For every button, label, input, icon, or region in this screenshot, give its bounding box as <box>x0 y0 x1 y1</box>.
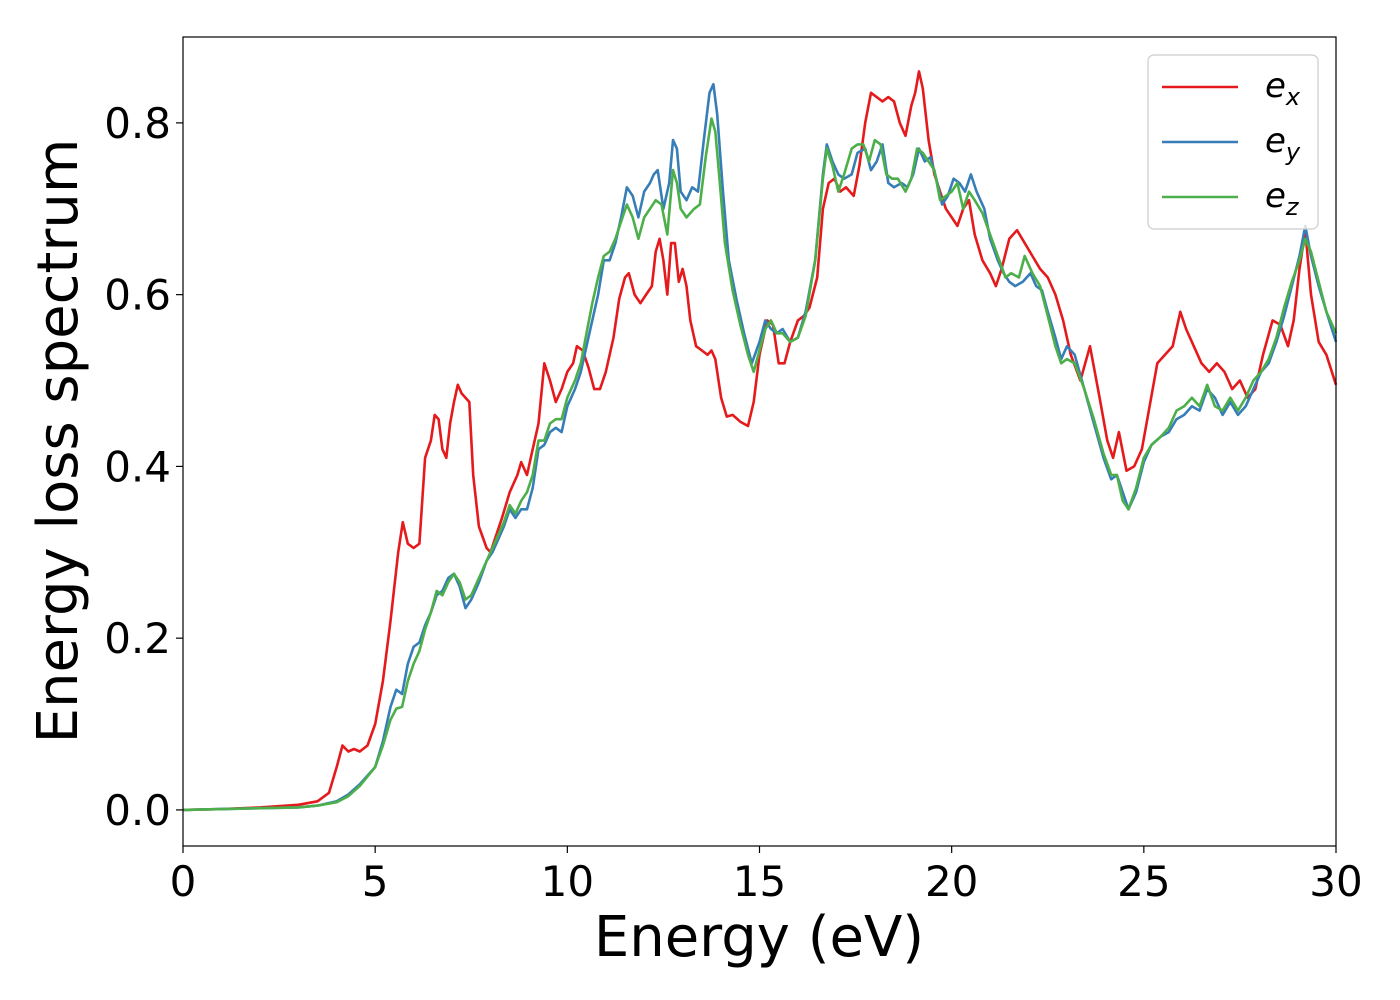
y-tick-label: 0.4 <box>104 442 171 491</box>
legend-label-x: ex <box>1265 66 1301 111</box>
legend-label-subscript: z <box>1285 193 1300 221</box>
x-tick-label: 15 <box>733 857 786 906</box>
legend-label-y: ey <box>1265 121 1301 166</box>
x-tick-label: 0 <box>170 857 197 906</box>
legend-label-base: e <box>1265 121 1286 161</box>
legend-label-subscript: x <box>1285 83 1301 111</box>
x-tick-label: 5 <box>362 857 389 906</box>
legend-label-z: ez <box>1265 176 1300 221</box>
y-tick-label: 0.2 <box>104 614 171 663</box>
y-tick-label: 0.0 <box>104 786 171 835</box>
x-axis: 0 5 10 15 20 25 30 <box>170 846 1363 906</box>
series-layer <box>182 70 1338 812</box>
legend-label-base: e <box>1265 176 1286 216</box>
x-tick-label: 25 <box>1117 857 1170 906</box>
x-tick-label: 20 <box>925 857 978 906</box>
legend-label-base: e <box>1265 66 1286 106</box>
legend-label-subscript: y <box>1285 138 1301 166</box>
series-line-z <box>182 117 1338 812</box>
x-tick-label: 10 <box>541 857 594 906</box>
x-tick-label: 30 <box>1309 857 1362 906</box>
x-axis-title: Energy (eV) <box>594 905 924 970</box>
y-axis-title: Energy loss spectrum <box>26 139 91 744</box>
y-tick-label: 0.8 <box>104 99 171 148</box>
y-axis: 0.0 0.2 0.4 0.6 0.8 <box>104 99 183 835</box>
y-tick-label: 0.6 <box>104 271 171 320</box>
